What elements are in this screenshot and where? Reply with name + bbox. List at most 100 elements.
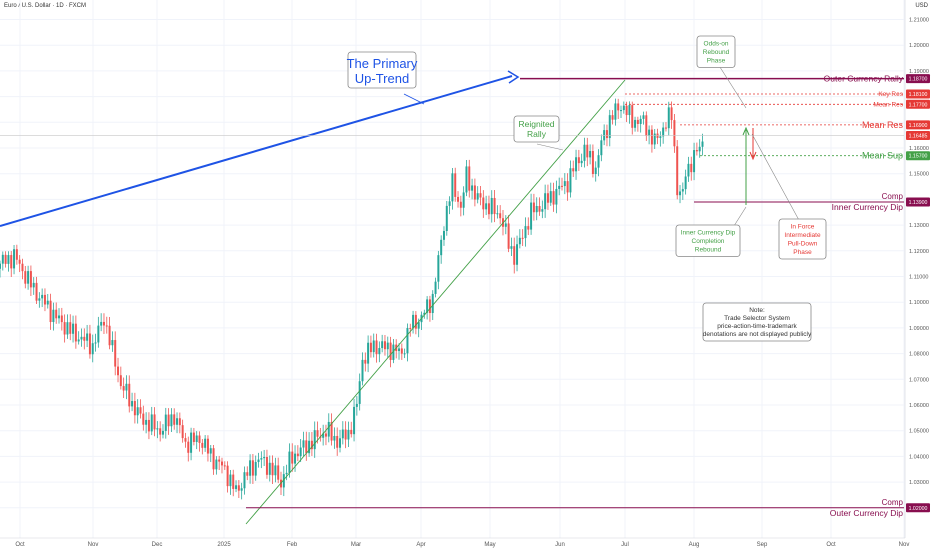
candle-body [265,456,268,475]
candle [310,432,313,457]
candle [190,427,193,461]
candle [24,265,27,289]
candle-body [206,438,209,454]
price-tick-label: 1.12000 [909,249,929,255]
candle-body [60,315,63,323]
time-tick-label: Oct [15,542,25,548]
candle [176,412,179,434]
candle-body [15,249,18,260]
primary-trend-line [0,75,513,227]
candle-body [119,375,122,387]
candle-body [55,309,58,319]
candle [631,101,634,135]
label-mean-res-small: Mean Res [873,101,903,108]
candle-body [43,294,46,305]
candle [29,265,32,297]
candle [468,159,471,198]
candle-body [350,429,353,435]
candle-body [108,325,111,346]
candle-body [639,118,642,124]
candle [375,333,378,363]
primary-trend-callout-text: The Primary [347,56,418,71]
candle [327,413,330,443]
candle-body [381,341,384,349]
candle [611,110,614,125]
candle-body [299,447,302,457]
candle-body [437,255,440,282]
candle [535,197,538,221]
candle [701,133,704,156]
candle [518,229,521,249]
candle [676,140,679,200]
candle-body [513,246,516,265]
candle [181,419,184,443]
candle-body [662,127,665,137]
candle-body [693,150,696,173]
candle-body [687,163,690,177]
candle-body [499,213,502,219]
candle-body [482,197,485,210]
candle [698,139,701,158]
candle [131,392,134,412]
price-tag-text: 1.15700 [909,154,928,160]
odds-on-callout-text: Rebound [703,49,730,56]
price-tick-label: 1.07000 [909,377,929,383]
candle-body [341,429,344,439]
candle-body [431,293,434,314]
price-tag-text: 1.17700 [909,102,928,108]
candle-body [695,150,698,152]
candle [46,293,49,309]
candle-body [364,359,367,364]
candle-body [74,323,77,342]
candle-body [257,459,260,463]
candle-body [66,322,69,335]
candle-body [195,435,198,442]
candle [482,190,485,218]
candle-body [636,119,639,124]
candle-body [386,342,389,350]
candle-body [102,321,105,326]
candle-body [24,271,27,284]
candle-body [226,465,229,487]
odds-on-leader [717,63,747,109]
candle-body [1,254,4,264]
candle [15,244,18,265]
candle-body [324,433,327,437]
candle-body [428,299,431,314]
candle [471,178,474,200]
label-outer-rally: Outer Currency Rally [824,74,904,84]
candle-body [614,103,617,120]
price-tag: 1.16485 [906,131,930,141]
candle [389,336,392,368]
candle [586,137,589,167]
candle [563,173,566,195]
candle [313,421,316,458]
candle [670,101,673,129]
candle [510,237,513,256]
candle [541,200,544,219]
candle-body [201,442,204,448]
candle [91,334,94,363]
candle [291,443,294,472]
candle [414,311,417,335]
candle-body [80,336,83,340]
candle-body [235,485,238,489]
label-mean-res: Mean Res [862,120,904,130]
candle [18,255,21,273]
candle-body [369,342,372,353]
candle-body [347,429,350,440]
candle [457,191,460,208]
candle-body [516,244,519,265]
candle [263,449,266,467]
candle-body [88,333,91,355]
candle-body [400,348,403,354]
candle-body [268,462,271,475]
candle-body [353,406,356,435]
price-tick-label: 1.03000 [909,480,929,486]
candle [212,445,215,475]
candle-body [597,155,600,168]
candle [10,251,13,277]
candle [673,114,676,153]
